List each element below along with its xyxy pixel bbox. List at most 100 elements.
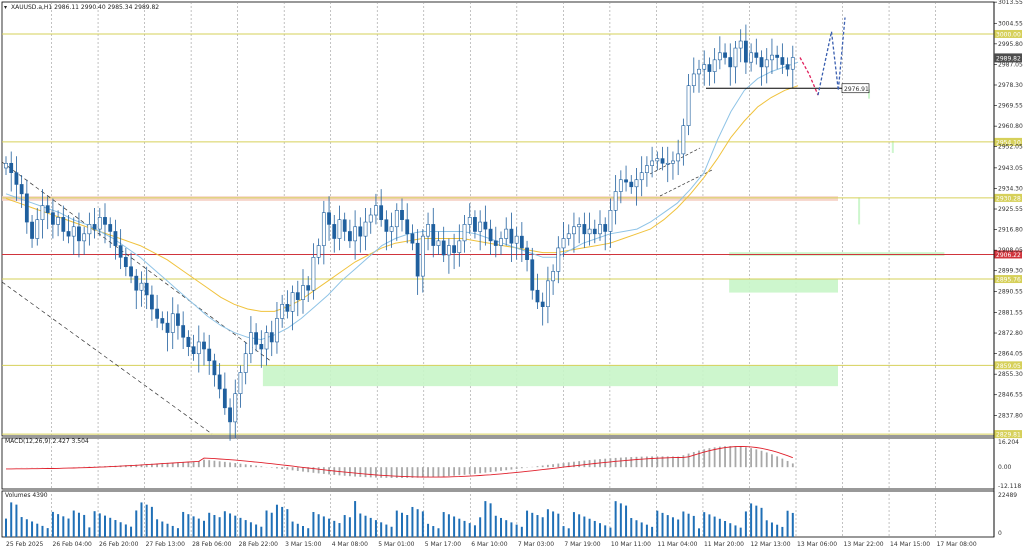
candle-body (186, 336, 191, 347)
candle-body (389, 226, 394, 232)
candle-body (123, 257, 128, 268)
zone-rect (868, 89, 871, 99)
candle-body (587, 228, 592, 235)
level-tag-label: 2859.05 (996, 363, 1021, 370)
candle-body (40, 205, 45, 221)
candle-body (248, 332, 253, 355)
candle-body (598, 224, 602, 235)
price-tick-label: 2925.55 (998, 206, 1023, 213)
price-tick-label: 2908.05 (998, 247, 1023, 254)
candle-body (697, 68, 701, 75)
candle-body (374, 205, 378, 216)
candle-body (754, 52, 759, 58)
candle-body (358, 226, 363, 237)
time-axis: 25 Feb 2025 26 Feb 04:00 26 Feb 20:00 27 Fe… (6, 541, 977, 548)
level-tag-label: 2906.22 (996, 252, 1021, 259)
volumes-label: Volumes 4390 (5, 492, 48, 499)
candle-body (535, 289, 540, 303)
candle-body (514, 235, 519, 244)
time-tick-label: 25 Feb 2025 (6, 541, 44, 548)
time-tick-label: 7 Mar 03:00 (518, 541, 554, 548)
candle-body (420, 235, 425, 277)
candle-body (170, 313, 175, 333)
candle-body (493, 240, 498, 246)
candle-body (519, 235, 524, 249)
candle-body (202, 341, 206, 350)
current-price-tag (994, 53, 1022, 63)
candle-body (97, 217, 102, 230)
candle-body (321, 212, 326, 246)
price-tick-label: 3013.55 (998, 0, 1023, 6)
candle-body (759, 57, 764, 68)
candle-body (155, 308, 160, 319)
candle-body (285, 304, 290, 312)
symbol-header: XAUUSD.a,H1 2986.11 2990.40 2985.34 2989… (11, 4, 159, 11)
candle-body (337, 219, 342, 239)
time-tick-label: 13 Mar 06:00 (797, 541, 837, 548)
price-tick-label: 2864.05 (998, 351, 1023, 358)
price-tick-label: 2995.80 (998, 41, 1023, 48)
candle-body (644, 165, 649, 173)
candle-body (566, 233, 571, 239)
candle-body (785, 64, 790, 70)
candle-body (749, 52, 754, 63)
candle-body (790, 57, 795, 70)
price-tick-label: 2952.05 (998, 144, 1023, 151)
candle-body (462, 224, 467, 242)
candle-body (181, 325, 186, 338)
level-tag (994, 275, 1022, 284)
candle-body (327, 212, 331, 225)
candle-body (452, 245, 457, 253)
candle-body (191, 346, 196, 355)
ma-fast-line (5, 61, 799, 341)
zone-rect (262, 365, 838, 387)
level-tag-label: 2895.76 (996, 277, 1021, 284)
candle-body (592, 228, 597, 235)
candle-body (212, 360, 217, 376)
candle-body (301, 285, 305, 300)
time-tick-label: 17 Mar 08:00 (937, 541, 977, 548)
candle-body (77, 226, 81, 242)
candle-body (764, 59, 769, 68)
level-tag (994, 250, 1022, 259)
collapse-arrow-icon[interactable]: ▾ (4, 4, 7, 11)
price-tick-label: 2978.30 (998, 82, 1023, 89)
candle-body (483, 221, 488, 230)
candle-body (676, 153, 681, 162)
price-tick-label: 2934.30 (998, 185, 1023, 192)
macd-tick-label: 0.00 (998, 464, 1012, 471)
candle-body (780, 57, 785, 65)
candle-body (446, 245, 451, 256)
candle-body (603, 224, 608, 232)
candle-body (35, 219, 40, 239)
zone-rect (858, 197, 861, 225)
time-tick-label: 5 Mar 17:00 (425, 541, 461, 548)
zone-rect (2, 196, 838, 201)
level-tag (994, 137, 1022, 146)
candle-body (629, 181, 634, 188)
candle-body (525, 247, 529, 260)
candle-body (14, 172, 19, 185)
price-projection: 2976.91 (706, 17, 870, 96)
candle-body (650, 160, 655, 166)
time-tick-label: 4 Mar 08:00 (332, 541, 368, 548)
target-tag (841, 83, 870, 94)
candle-body (431, 224, 436, 246)
price-tick-label: 2916.80 (998, 227, 1023, 234)
candle-body (436, 240, 441, 246)
candle-body (467, 217, 472, 225)
candle-body (290, 292, 295, 312)
candle-body (4, 162, 8, 169)
macd-signal-line (6, 446, 793, 478)
candle-body (618, 179, 623, 192)
candle-body (504, 228, 509, 239)
candle-body (254, 332, 259, 345)
time-tick-label: 14 Mar 15:00 (890, 541, 930, 548)
price-tick-label: 2837.80 (998, 412, 1023, 419)
candle-body (723, 52, 727, 58)
candle-body (165, 322, 170, 333)
level-tag (994, 193, 1022, 202)
time-tick-label: 3 Mar 15:00 (285, 541, 321, 548)
